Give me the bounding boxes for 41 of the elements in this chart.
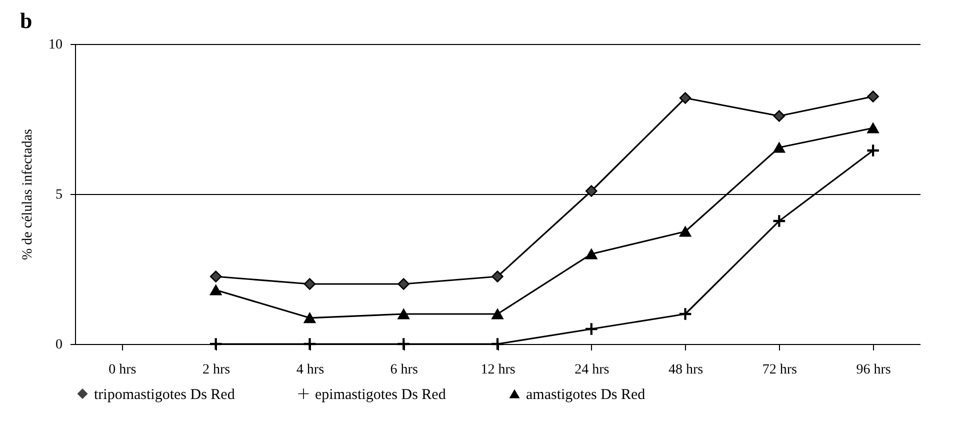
- y-tick-label: 10: [48, 38, 62, 52]
- point: [210, 338, 222, 350]
- legend-label: epimastigotes Ds Red: [315, 386, 446, 403]
- x-tick-label: 48 hrs: [668, 362, 704, 378]
- chart-title: b: [20, 8, 32, 33]
- point: [867, 144, 879, 156]
- y-tick-label: 0: [56, 338, 62, 352]
- x-tick-label: 2 hrs: [202, 362, 230, 378]
- x-tick-label: 6 hrs: [390, 362, 418, 378]
- x-tick-label: 24 hrs: [574, 362, 610, 378]
- point: [210, 270, 222, 282]
- point: [773, 142, 786, 153]
- legend-label: tripomastigotes Ds Red: [94, 386, 236, 403]
- point: [585, 248, 598, 260]
- point: [304, 312, 316, 324]
- point: [867, 122, 879, 134]
- x-tick-label: 0 hrs: [108, 362, 136, 378]
- point: [867, 90, 879, 102]
- legend-label: amastigotes Ds Red: [526, 386, 646, 403]
- y-tick-label: 5: [56, 188, 62, 202]
- point: [679, 226, 692, 237]
- point: [492, 270, 504, 282]
- x-tick-label: 96 hrs: [856, 362, 891, 378]
- x-tick-label: 12 hrs: [480, 362, 516, 378]
- point: [585, 323, 598, 335]
- point: [773, 110, 786, 122]
- point: [304, 278, 316, 290]
- point: [585, 185, 598, 197]
- x-tick-label: 72 hrs: [762, 362, 797, 378]
- point: [398, 308, 410, 320]
- point: [492, 338, 504, 350]
- y-axis-title: % de células infectadas: [20, 129, 36, 260]
- point: [304, 338, 316, 350]
- point: [398, 278, 410, 290]
- point: [492, 308, 504, 320]
- point: [398, 338, 410, 350]
- point: [679, 308, 692, 320]
- x-tick-label: 4 hrs: [296, 362, 324, 378]
- point: [773, 215, 786, 227]
- point: [210, 284, 222, 296]
- point: [679, 92, 692, 104]
